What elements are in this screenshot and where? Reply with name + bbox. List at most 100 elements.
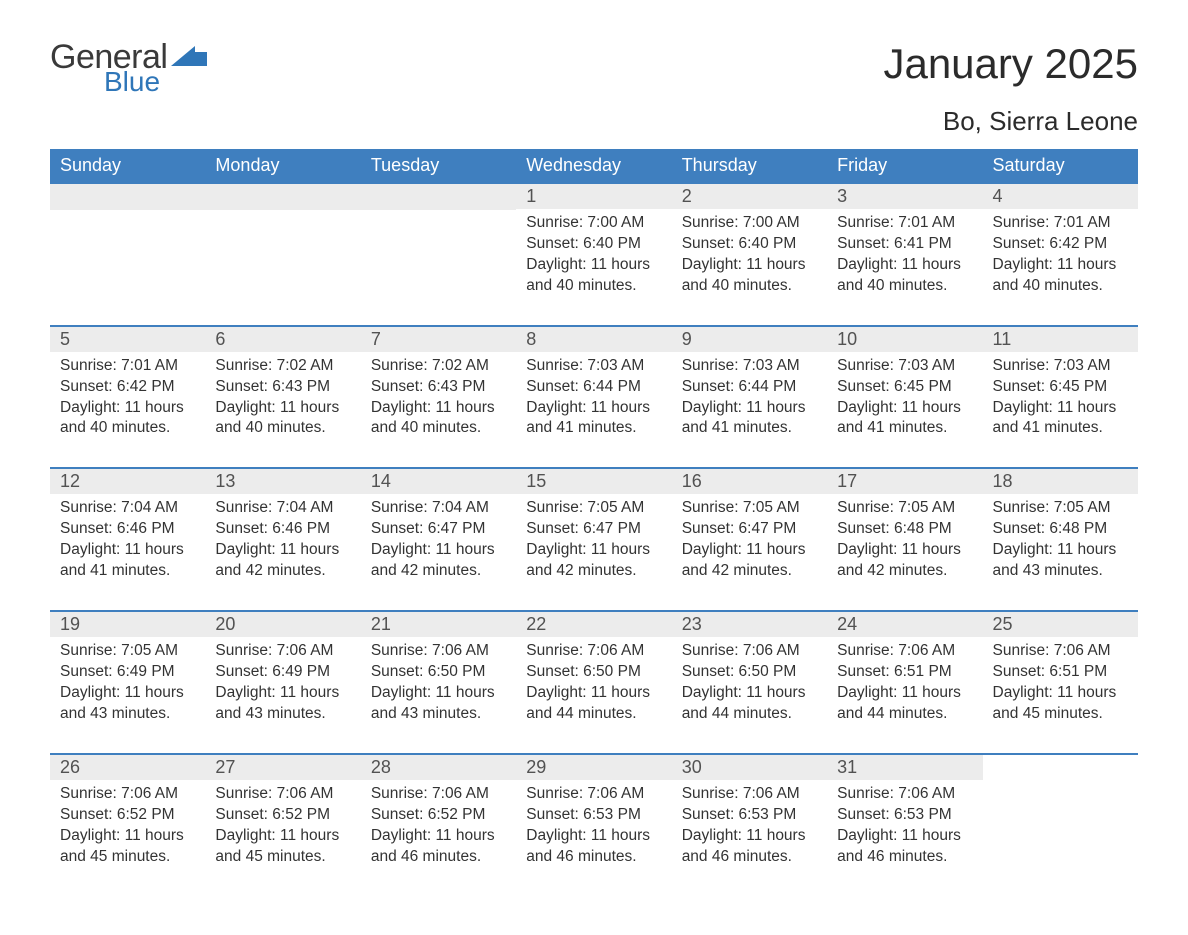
sunrise-line: Sunrise: 7:06 AM [526,784,661,805]
sunrise-line: Sunrise: 7:02 AM [215,356,350,377]
calendar-day-cell: 31Sunrise: 7:06 AMSunset: 6:53 PMDayligh… [827,754,982,896]
sunrise-line: Sunrise: 7:04 AM [371,498,506,519]
calendar-day-cell: 17Sunrise: 7:05 AMSunset: 6:48 PMDayligh… [827,468,982,611]
daylight-line: Daylight: 11 hours and 46 minutes. [837,826,972,868]
daylight-line: Daylight: 11 hours and 42 minutes. [837,540,972,582]
sunset-line: Sunset: 6:44 PM [682,377,817,398]
sunset-line: Sunset: 6:46 PM [60,519,195,540]
day-number: 5 [50,327,205,352]
daylight-line: Daylight: 11 hours and 45 minutes. [60,826,195,868]
day-number: 18 [983,469,1138,494]
weekday-header: Wednesday [516,149,671,183]
sunset-line: Sunset: 6:45 PM [993,377,1128,398]
day-number: 30 [672,755,827,780]
day-number: 20 [205,612,360,637]
day-body: Sunrise: 7:03 AMSunset: 6:44 PMDaylight:… [516,352,671,440]
day-body: Sunrise: 7:06 AMSunset: 6:51 PMDaylight:… [827,637,982,725]
sunrise-line: Sunrise: 7:05 AM [526,498,661,519]
sunset-line: Sunset: 6:49 PM [215,662,350,683]
sunset-line: Sunset: 6:50 PM [371,662,506,683]
day-body: Sunrise: 7:03 AMSunset: 6:45 PMDaylight:… [983,352,1138,440]
day-body: Sunrise: 7:01 AMSunset: 6:42 PMDaylight:… [983,209,1138,297]
day-body: Sunrise: 7:04 AMSunset: 6:46 PMDaylight:… [205,494,360,582]
day-body: Sunrise: 7:02 AMSunset: 6:43 PMDaylight:… [361,352,516,440]
calendar-day-cell: 6Sunrise: 7:02 AMSunset: 6:43 PMDaylight… [205,326,360,469]
daylight-line: Daylight: 11 hours and 41 minutes. [60,540,195,582]
sunrise-line: Sunrise: 7:06 AM [215,784,350,805]
page-title: January 2025 [883,40,1138,88]
day-body: Sunrise: 7:06 AMSunset: 6:49 PMDaylight:… [205,637,360,725]
sunrise-line: Sunrise: 7:02 AM [371,356,506,377]
sunset-line: Sunset: 6:47 PM [371,519,506,540]
empty-daynum [50,184,205,210]
sunrise-line: Sunrise: 7:03 AM [682,356,817,377]
sunset-line: Sunset: 6:44 PM [526,377,661,398]
sunset-line: Sunset: 6:53 PM [682,805,817,826]
day-body: Sunrise: 7:06 AMSunset: 6:52 PMDaylight:… [361,780,516,868]
day-number: 10 [827,327,982,352]
calendar-day-cell: 28Sunrise: 7:06 AMSunset: 6:52 PMDayligh… [361,754,516,896]
day-body: Sunrise: 7:06 AMSunset: 6:52 PMDaylight:… [205,780,360,868]
day-number: 4 [983,184,1138,209]
day-body: Sunrise: 7:06 AMSunset: 6:50 PMDaylight:… [516,637,671,725]
day-number: 12 [50,469,205,494]
calendar-day-cell: 10Sunrise: 7:03 AMSunset: 6:45 PMDayligh… [827,326,982,469]
calendar-day-cell: 21Sunrise: 7:06 AMSunset: 6:50 PMDayligh… [361,611,516,754]
calendar-day-cell: 26Sunrise: 7:06 AMSunset: 6:52 PMDayligh… [50,754,205,896]
daylight-line: Daylight: 11 hours and 40 minutes. [60,398,195,440]
sunrise-line: Sunrise: 7:06 AM [526,641,661,662]
daylight-line: Daylight: 11 hours and 43 minutes. [371,683,506,725]
sunset-line: Sunset: 6:42 PM [60,377,195,398]
calendar-day-cell: 1Sunrise: 7:00 AMSunset: 6:40 PMDaylight… [516,183,671,326]
day-body: Sunrise: 7:00 AMSunset: 6:40 PMDaylight:… [672,209,827,297]
calendar-day-cell [361,183,516,326]
weekday-header: Tuesday [361,149,516,183]
calendar-day-cell: 19Sunrise: 7:05 AMSunset: 6:49 PMDayligh… [50,611,205,754]
sunset-line: Sunset: 6:53 PM [837,805,972,826]
day-body: Sunrise: 7:05 AMSunset: 6:47 PMDaylight:… [672,494,827,582]
location-subtitle: Bo, Sierra Leone [883,106,1138,137]
day-number: 22 [516,612,671,637]
day-body: Sunrise: 7:06 AMSunset: 6:53 PMDaylight:… [516,780,671,868]
day-body: Sunrise: 7:04 AMSunset: 6:47 PMDaylight:… [361,494,516,582]
day-body: Sunrise: 7:05 AMSunset: 6:48 PMDaylight:… [983,494,1138,582]
sunset-line: Sunset: 6:48 PM [993,519,1128,540]
calendar-day-cell: 8Sunrise: 7:03 AMSunset: 6:44 PMDaylight… [516,326,671,469]
calendar-day-cell: 14Sunrise: 7:04 AMSunset: 6:47 PMDayligh… [361,468,516,611]
day-number: 26 [50,755,205,780]
sunrise-line: Sunrise: 7:01 AM [993,213,1128,234]
daylight-line: Daylight: 11 hours and 46 minutes. [526,826,661,868]
sunrise-line: Sunrise: 7:06 AM [837,641,972,662]
sunset-line: Sunset: 6:40 PM [682,234,817,255]
sunrise-line: Sunrise: 7:05 AM [837,498,972,519]
sunrise-line: Sunrise: 7:01 AM [837,213,972,234]
day-number: 19 [50,612,205,637]
weekday-header: Monday [205,149,360,183]
daylight-line: Daylight: 11 hours and 40 minutes. [215,398,350,440]
sunrise-line: Sunrise: 7:06 AM [60,784,195,805]
sunset-line: Sunset: 6:51 PM [993,662,1128,683]
sunset-line: Sunset: 6:47 PM [682,519,817,540]
sunset-line: Sunset: 6:40 PM [526,234,661,255]
sunrise-line: Sunrise: 7:00 AM [682,213,817,234]
sunrise-line: Sunrise: 7:03 AM [993,356,1128,377]
sunrise-line: Sunrise: 7:06 AM [682,784,817,805]
calendar-week-row: 5Sunrise: 7:01 AMSunset: 6:42 PMDaylight… [50,326,1138,469]
daylight-line: Daylight: 11 hours and 40 minutes. [371,398,506,440]
day-number: 15 [516,469,671,494]
empty-daynum [205,184,360,210]
calendar-day-cell: 4Sunrise: 7:01 AMSunset: 6:42 PMDaylight… [983,183,1138,326]
daylight-line: Daylight: 11 hours and 46 minutes. [682,826,817,868]
sunrise-line: Sunrise: 7:06 AM [371,784,506,805]
sunrise-line: Sunrise: 7:06 AM [993,641,1128,662]
sunrise-line: Sunrise: 7:05 AM [682,498,817,519]
daylight-line: Daylight: 11 hours and 43 minutes. [60,683,195,725]
day-number: 9 [672,327,827,352]
sunrise-line: Sunrise: 7:04 AM [215,498,350,519]
daylight-line: Daylight: 11 hours and 43 minutes. [993,540,1128,582]
sunset-line: Sunset: 6:51 PM [837,662,972,683]
daylight-line: Daylight: 11 hours and 41 minutes. [993,398,1128,440]
flag-icon [171,46,207,77]
sunset-line: Sunset: 6:43 PM [215,377,350,398]
sunset-line: Sunset: 6:49 PM [60,662,195,683]
